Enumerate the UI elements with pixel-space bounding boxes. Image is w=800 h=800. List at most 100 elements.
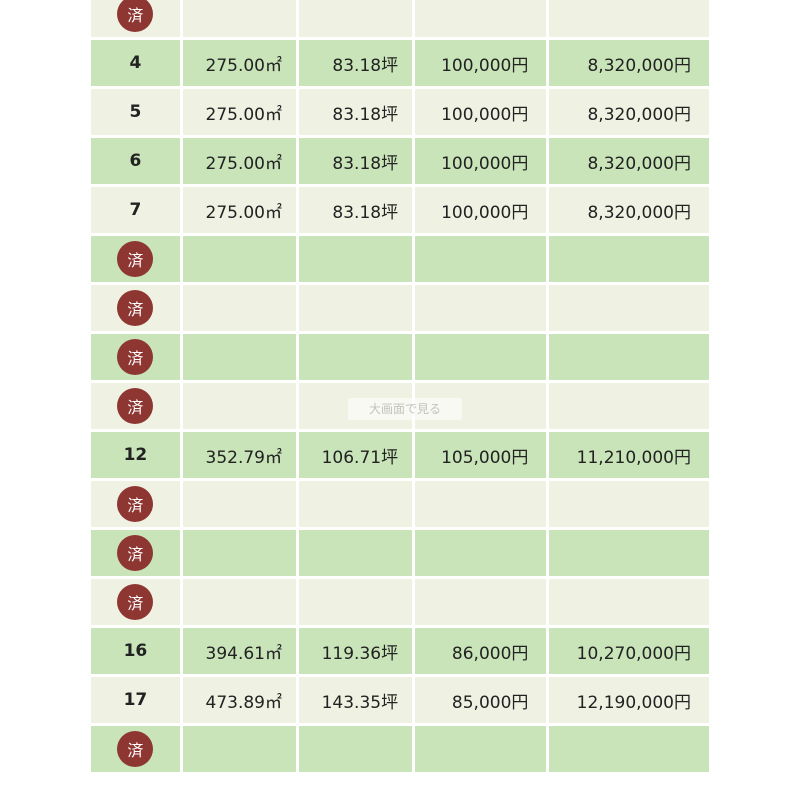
table-row-sold: 済 bbox=[91, 579, 709, 625]
lot-area-cell: 275.00㎡ bbox=[182, 138, 296, 184]
table-row-sold: 済 bbox=[91, 285, 709, 331]
total-price-cell bbox=[549, 481, 709, 527]
sold-badge: 済 bbox=[117, 584, 154, 620]
total-price-cell bbox=[549, 579, 709, 625]
table-row: 5 275.00㎡ 83.18坪 100,000円 8,320,000円 bbox=[91, 89, 709, 135]
sold-badge: 済 bbox=[117, 0, 154, 32]
lot-number-cell: 済 bbox=[91, 726, 180, 772]
lot-tsubo-cell: 83.18坪 bbox=[298, 187, 413, 233]
table-row-sold: 済 bbox=[91, 0, 709, 37]
lot-tsubo-cell bbox=[298, 236, 413, 282]
unit-price-cell bbox=[415, 334, 547, 380]
sold-badge: 済 bbox=[117, 535, 154, 571]
unit-price-cell: 100,000円 bbox=[415, 138, 547, 184]
lot-number-cell: 済 bbox=[91, 0, 180, 37]
lot-tsubo-cell bbox=[298, 334, 413, 380]
unit-price-cell: 85,000円 bbox=[415, 677, 547, 723]
total-price-cell bbox=[549, 236, 709, 282]
unit-price-cell bbox=[415, 236, 547, 282]
total-price-cell: 8,320,000円 bbox=[549, 187, 709, 233]
total-price-cell bbox=[549, 0, 709, 37]
unit-price-cell: 100,000円 bbox=[415, 187, 547, 233]
total-price-cell: 12,190,000円 bbox=[549, 677, 709, 723]
lot-number-cell: 17 bbox=[91, 677, 180, 723]
lot-area-cell: 275.00㎡ bbox=[182, 40, 296, 86]
unit-price-cell: 100,000円 bbox=[415, 40, 547, 86]
lot-tsubo-cell bbox=[298, 481, 413, 527]
table-row-sold: 済 bbox=[91, 726, 709, 772]
lot-tsubo-cell bbox=[298, 579, 413, 625]
lot-number-cell: 済 bbox=[91, 530, 180, 576]
total-price-cell bbox=[549, 530, 709, 576]
sold-badge: 済 bbox=[117, 290, 154, 326]
unit-price-cell bbox=[415, 530, 547, 576]
lot-area-cell bbox=[182, 383, 296, 429]
lot-number-cell: 4 bbox=[91, 40, 180, 86]
table-row: 17 473.89㎡ 143.35坪 85,000円 12,190,000円 bbox=[91, 677, 709, 723]
unit-price-cell: 86,000円 bbox=[415, 628, 547, 674]
table-row-sold: 済 bbox=[91, 383, 709, 429]
unit-price-cell bbox=[415, 481, 547, 527]
sold-badge: 済 bbox=[117, 388, 154, 424]
total-price-cell: 10,270,000円 bbox=[549, 628, 709, 674]
table-row: 7 275.00㎡ 83.18坪 100,000円 8,320,000円 bbox=[91, 187, 709, 233]
lot-number-cell: 7 bbox=[91, 187, 180, 233]
lot-price-table: 済 4 275.00㎡ 83.18坪 100,000円 8,320,000円 5 275.00… bbox=[88, 0, 712, 775]
lot-area-cell bbox=[182, 334, 296, 380]
table-row-sold: 済 bbox=[91, 530, 709, 576]
lot-tsubo-cell: 119.36坪 bbox=[298, 628, 413, 674]
table-row: 4 275.00㎡ 83.18坪 100,000円 8,320,000円 bbox=[91, 40, 709, 86]
watermark: 大画面で見る bbox=[348, 398, 462, 420]
lot-tsubo-cell: 106.71坪 bbox=[298, 432, 413, 478]
lot-tsubo-cell bbox=[298, 0, 413, 37]
total-price-cell bbox=[549, 334, 709, 380]
total-price-cell: 8,320,000円 bbox=[549, 89, 709, 135]
sold-badge: 済 bbox=[117, 486, 154, 522]
unit-price-cell bbox=[415, 0, 547, 37]
lot-number-cell: 済 bbox=[91, 383, 180, 429]
lot-tsubo-cell: 83.18坪 bbox=[298, 89, 413, 135]
lot-number-cell: 済 bbox=[91, 285, 180, 331]
lot-tsubo-cell: 143.35坪 bbox=[298, 677, 413, 723]
lot-area-cell bbox=[182, 579, 296, 625]
lot-tsubo-cell bbox=[298, 285, 413, 331]
table-row-sold: 済 bbox=[91, 481, 709, 527]
lot-area-cell: 275.00㎡ bbox=[182, 187, 296, 233]
sold-badge: 済 bbox=[117, 241, 154, 277]
lot-tsubo-cell: 83.18坪 bbox=[298, 40, 413, 86]
lot-tsubo-cell bbox=[298, 726, 413, 772]
lot-area-cell bbox=[182, 236, 296, 282]
sold-badge: 済 bbox=[117, 731, 154, 767]
lot-area-cell: 352.79㎡ bbox=[182, 432, 296, 478]
table-row: 6 275.00㎡ 83.18坪 100,000円 8,320,000円 bbox=[91, 138, 709, 184]
total-price-cell bbox=[549, 285, 709, 331]
lot-area-cell bbox=[182, 530, 296, 576]
table-row-sold: 済 bbox=[91, 334, 709, 380]
lot-number-cell: 16 bbox=[91, 628, 180, 674]
lot-area-cell: 275.00㎡ bbox=[182, 89, 296, 135]
lot-number-cell: 5 bbox=[91, 89, 180, 135]
total-price-cell: 8,320,000円 bbox=[549, 40, 709, 86]
lot-area-cell: 394.61㎡ bbox=[182, 628, 296, 674]
unit-price-cell bbox=[415, 726, 547, 772]
lot-number-cell: 済 bbox=[91, 236, 180, 282]
lot-number-cell: 済 bbox=[91, 481, 180, 527]
table-row: 16 394.61㎡ 119.36坪 86,000円 10,270,000円 bbox=[91, 628, 709, 674]
lot-number-cell: 6 bbox=[91, 138, 180, 184]
unit-price-cell: 105,000円 bbox=[415, 432, 547, 478]
sold-badge: 済 bbox=[117, 339, 154, 375]
lot-area-cell bbox=[182, 726, 296, 772]
total-price-cell: 11,210,000円 bbox=[549, 432, 709, 478]
table-row-sold: 済 bbox=[91, 236, 709, 282]
unit-price-cell bbox=[415, 579, 547, 625]
total-price-cell: 8,320,000円 bbox=[549, 138, 709, 184]
lot-area-cell bbox=[182, 0, 296, 37]
lot-area-cell bbox=[182, 285, 296, 331]
total-price-cell bbox=[549, 383, 709, 429]
total-price-cell bbox=[549, 726, 709, 772]
table-row: 12 352.79㎡ 106.71坪 105,000円 11,210,000円 bbox=[91, 432, 709, 478]
lot-number-cell: 済 bbox=[91, 579, 180, 625]
unit-price-cell bbox=[415, 285, 547, 331]
lot-tsubo-cell bbox=[298, 530, 413, 576]
lot-area-cell: 473.89㎡ bbox=[182, 677, 296, 723]
